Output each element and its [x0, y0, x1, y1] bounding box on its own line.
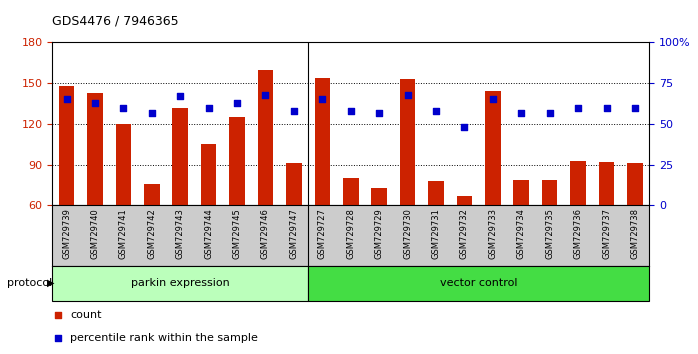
Point: [345, 108, 356, 114]
Bar: [428, 181, 444, 205]
Point: [317, 97, 328, 102]
Text: GSM729735: GSM729735: [545, 208, 554, 259]
Point: [373, 110, 385, 115]
Point: [260, 92, 271, 97]
Text: GSM729727: GSM729727: [318, 208, 327, 259]
Point: [601, 105, 612, 110]
Point: [399, 33, 410, 39]
Bar: [201, 144, 216, 205]
Bar: [87, 93, 103, 205]
Bar: [52, 266, 308, 301]
Bar: [258, 70, 274, 205]
Text: protocol: protocol: [7, 278, 52, 288]
Bar: [315, 78, 330, 205]
Bar: [570, 161, 586, 205]
Point: [431, 108, 442, 114]
Point: [288, 108, 299, 114]
Bar: [308, 266, 649, 301]
Point: [232, 100, 243, 105]
Text: vector control: vector control: [440, 278, 517, 288]
Text: GSM729739: GSM729739: [62, 208, 71, 259]
Bar: [599, 162, 614, 205]
Point: [118, 105, 129, 110]
Text: GSM729744: GSM729744: [204, 208, 213, 259]
Text: GSM729742: GSM729742: [147, 208, 156, 259]
Bar: [514, 179, 529, 205]
Text: GSM729731: GSM729731: [431, 208, 440, 259]
Text: GSM729733: GSM729733: [489, 208, 498, 259]
Text: GSM729737: GSM729737: [602, 208, 611, 259]
Bar: [144, 184, 160, 205]
Text: GSM729745: GSM729745: [232, 208, 242, 259]
Text: count: count: [70, 310, 102, 320]
Text: GSM729729: GSM729729: [375, 208, 384, 259]
Point: [516, 110, 527, 115]
Point: [402, 92, 413, 97]
Point: [572, 105, 584, 110]
Bar: [371, 188, 387, 205]
Point: [174, 93, 186, 99]
Bar: [172, 108, 188, 205]
Text: GDS4476 / 7946365: GDS4476 / 7946365: [52, 14, 179, 27]
Text: GSM729734: GSM729734: [517, 208, 526, 259]
Bar: [627, 163, 643, 205]
Text: parkin expression: parkin expression: [131, 278, 230, 288]
Text: GSM729730: GSM729730: [403, 208, 412, 259]
Text: GSM729743: GSM729743: [176, 208, 185, 259]
Text: GSM729746: GSM729746: [261, 208, 270, 259]
Bar: [485, 91, 500, 205]
Point: [544, 110, 555, 115]
Bar: [542, 179, 558, 205]
Bar: [59, 86, 75, 205]
Point: [459, 124, 470, 130]
Point: [630, 105, 641, 110]
Text: GSM729728: GSM729728: [346, 208, 355, 259]
Point: [399, 246, 410, 251]
Point: [487, 97, 498, 102]
Point: [146, 110, 157, 115]
Bar: [229, 117, 245, 205]
Bar: [116, 124, 131, 205]
Point: [203, 105, 214, 110]
Point: [61, 97, 72, 102]
Bar: [343, 178, 359, 205]
Point: [89, 100, 101, 105]
Text: GSM729738: GSM729738: [630, 208, 639, 259]
Bar: [456, 196, 473, 205]
Bar: [286, 163, 302, 205]
Text: percentile rank within the sample: percentile rank within the sample: [70, 333, 258, 343]
Text: ▶: ▶: [47, 278, 54, 288]
Text: GSM729747: GSM729747: [290, 208, 299, 259]
Text: GSM729740: GSM729740: [91, 208, 100, 259]
Text: GSM729736: GSM729736: [574, 208, 583, 259]
Text: GSM729741: GSM729741: [119, 208, 128, 259]
Text: GSM729732: GSM729732: [460, 208, 469, 259]
Bar: [400, 79, 415, 205]
